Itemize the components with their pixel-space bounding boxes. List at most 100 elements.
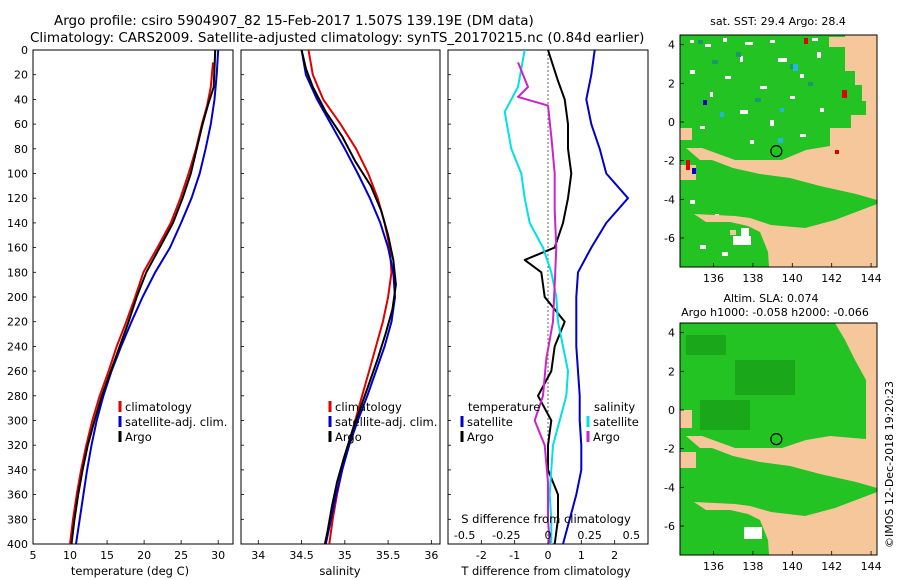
- t-difference-tick-label: 1: [578, 549, 585, 562]
- sla-map-land: [680, 323, 877, 555]
- depth-tick-label: 280: [7, 390, 28, 403]
- legend-title-salinity: salinity: [594, 400, 635, 414]
- sla-map-lon-tick-label: 140: [782, 560, 803, 573]
- sst-map-lon-tick-label: 136: [703, 272, 724, 285]
- t-difference-tick-label: -2: [476, 549, 487, 562]
- sst-map-lon-tick-label: 138: [742, 272, 763, 285]
- depth-tick-label: 180: [7, 266, 28, 279]
- sla-map-lon-tick-label: 142: [821, 560, 842, 573]
- sst-map-frame: [679, 34, 878, 268]
- depth-tick-label: 40: [14, 93, 28, 106]
- temperature-profiles: [69, 50, 220, 544]
- temperature-legend: climatology satellite-adj. clim. Argo: [118, 400, 227, 444]
- imos-credit: ©IMOS 12-Dec-2018 19:20:23: [883, 381, 896, 548]
- depth-tick-label: 80: [14, 143, 28, 156]
- depth-tick-label: 340: [7, 464, 28, 477]
- salinity-legend: climatology satellite-adj. clim. Argo: [328, 400, 437, 444]
- sla-map-lat-tick-label: 2: [668, 365, 675, 378]
- figure-title-line2: Climatology: CARS2009. Satellite-adjuste…: [30, 30, 644, 46]
- salinity-profiles: [300, 50, 397, 544]
- salinity-tick-label: 35: [338, 549, 352, 562]
- profile-line-argo: [300, 50, 397, 544]
- sst-map-speckles: [686, 38, 847, 174]
- depth-tick-label: 100: [7, 168, 28, 181]
- temperature-tick-label: 10: [63, 549, 77, 562]
- t-difference-tick-label: 0: [545, 549, 552, 562]
- s-difference-ticks: -0.5 -0.25 0 0.25 0.5: [454, 529, 640, 542]
- sla-map-lon-tick-label: 144: [861, 560, 882, 573]
- sst-map-land: [680, 35, 877, 267]
- depth-tick-label: 360: [7, 489, 28, 502]
- depth-tick-label: 320: [7, 439, 28, 452]
- depth-tick-label: 300: [7, 415, 28, 428]
- s-difference-tick-label: 0: [545, 529, 552, 542]
- depth-tick-label: 160: [7, 242, 28, 255]
- depth-tick-label: 20: [14, 69, 28, 82]
- sst-map-lat-tick-label: -2: [664, 155, 675, 168]
- s-difference-tick-label: 0.5: [623, 529, 641, 542]
- salinity-tick-label: 36: [424, 549, 438, 562]
- temperature-axis-label: temperature (deg C): [71, 564, 189, 578]
- legend-label-s-argo: Argo: [593, 430, 620, 444]
- sla-map-axes: 136 138 140 142 144 4 2 0 -2 -4 -6: [664, 327, 882, 573]
- depth-tick-label: 400: [7, 538, 28, 551]
- profile-line-climatology: [307, 50, 393, 544]
- depth-tick-label: 60: [14, 118, 28, 131]
- t-difference-tick-label: -1: [509, 549, 520, 562]
- profile-line-t-argo: [523, 50, 573, 544]
- temperature-tick-label: 20: [137, 549, 151, 562]
- legend-label-argo: Argo: [335, 430, 362, 444]
- depth-tick-label: 260: [7, 365, 28, 378]
- sst-map-lat-tick-label: 0: [668, 116, 675, 129]
- temperature-tick-label: 5: [30, 549, 37, 562]
- legend-label-climatology: climatology: [125, 400, 192, 414]
- profile-line-climatology: [69, 62, 214, 544]
- profile-line-t-satellite: [562, 50, 629, 544]
- sla-map-lon-tick-label: 138: [742, 560, 763, 573]
- depth-tick-label: 240: [7, 340, 28, 353]
- legend-label-s-satellite: satellite: [593, 415, 639, 429]
- sst-map-gaps: [690, 38, 824, 256]
- depth-tick-label: 120: [7, 192, 28, 205]
- t-difference-tick-label: 2: [611, 549, 618, 562]
- profile-line-s-argo: [517, 62, 558, 544]
- sla-map-lon-tick-label: 136: [703, 560, 724, 573]
- legend-label-t-satellite: satellite: [467, 415, 513, 429]
- t-difference-x-ticks: -2 -1 0 1 2: [476, 540, 618, 562]
- salinity-tick-label: 34.5: [289, 549, 314, 562]
- depth-tick-label: 140: [7, 217, 28, 230]
- profile-line-s-satellite: [503, 50, 569, 544]
- s-difference-tick-label: -0.25: [492, 529, 520, 542]
- salinity-tick-label: 35.5: [376, 549, 401, 562]
- sst-map-lat-tick-label: 2: [668, 77, 675, 90]
- depth-tick-label: 220: [7, 316, 28, 329]
- salinity-tick-label: 34: [251, 549, 265, 562]
- legend-label-argo: Argo: [125, 430, 152, 444]
- sla-map-gap: [744, 527, 762, 539]
- legend-label-satellite: satellite-adj. clim.: [335, 415, 437, 429]
- difference-legend: temperature satellite Argo salinity sate…: [460, 400, 639, 444]
- sla-map-frame: [679, 322, 878, 556]
- salinity-axis-label: salinity: [319, 564, 360, 578]
- sla-map-argo-location-marker: [770, 433, 783, 446]
- sst-map-lon-tick-label: 142: [821, 272, 842, 285]
- salinity-x-ticks: 34 34.5 35 35.5 36: [251, 540, 438, 562]
- difference-profiles: [503, 50, 629, 544]
- temperature-x-ticks: 5 10 15 20 25 30: [30, 540, 225, 562]
- profile-line-satellite-adj-clim-: [75, 50, 220, 544]
- depth-tick-label: 380: [7, 513, 28, 526]
- sla-map-lat-tick-label: 0: [668, 404, 675, 417]
- sst-map-lon-tick-label: 144: [861, 272, 882, 285]
- temperature-tick-label: 30: [211, 549, 225, 562]
- legend-label-satellite: satellite-adj. clim.: [125, 415, 227, 429]
- depth-tick-label: 0: [21, 44, 28, 57]
- sla-map-lat-tick-label: -2: [664, 443, 675, 456]
- sst-map-lat-tick-label: -6: [664, 232, 675, 245]
- s-difference-tick-label: -0.5: [454, 529, 475, 542]
- profile-line-argo: [70, 50, 217, 544]
- sla-map-title-line1: Altim. SLA: 0.074: [723, 292, 818, 305]
- t-difference-axis-label: T difference from climatology: [460, 564, 631, 578]
- s-difference-tick-label: 0.25: [577, 529, 602, 542]
- sst-map-lon-tick-label: 140: [782, 272, 803, 285]
- legend-label-climatology: climatology: [335, 400, 402, 414]
